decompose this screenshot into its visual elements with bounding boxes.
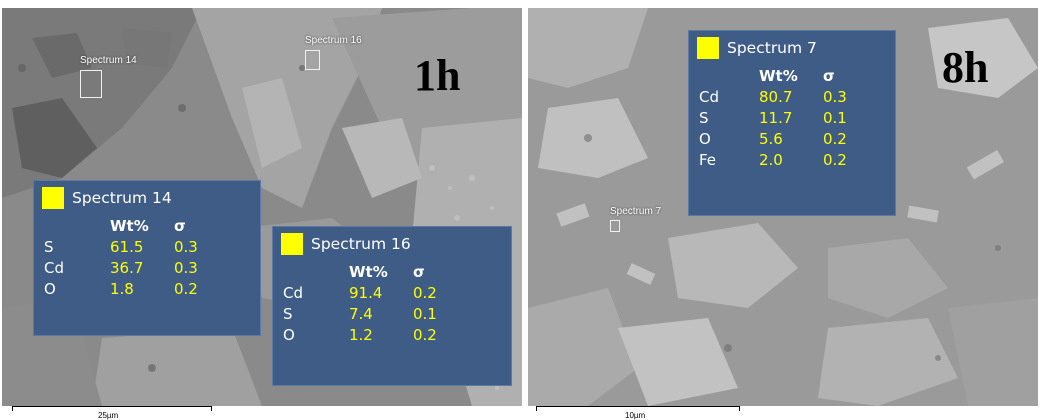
- spectrum-16-header-row: Wt% σ: [283, 261, 463, 282]
- table-row: O 5.6 0.2: [699, 128, 873, 149]
- wt-value: 11.7: [759, 108, 793, 127]
- sigma-value: 0.2: [413, 283, 437, 302]
- wt-value: 91.4: [349, 283, 383, 302]
- spectrum-14-table: Wt% σ S 61.5 0.3 Cd 36.7 0.3 O 1.8 0.2: [44, 215, 224, 299]
- wt-value: 80.7: [759, 87, 793, 106]
- sigma-value: 0.2: [413, 325, 437, 344]
- spectrum-14-header-row: Wt% σ: [44, 215, 224, 236]
- roi-box-spectrum-7: [610, 220, 620, 232]
- element: Cd: [44, 258, 64, 277]
- table-row: Cd 91.4 0.2: [283, 282, 463, 303]
- table-row: Cd 36.7 0.3: [44, 257, 224, 278]
- spectrum-7-table: Wt% σ Cd 80.7 0.3 S 11.7 0.1 O 5.6 0.2 F…: [699, 65, 873, 170]
- wt-value: 1.8: [110, 279, 134, 298]
- spectrum-7-title: Spectrum 7: [727, 39, 817, 57]
- sigma-value: 0.2: [823, 150, 847, 169]
- element: Cd: [283, 283, 303, 302]
- element: O: [283, 325, 295, 344]
- element: O: [44, 279, 56, 298]
- wt-value: 61.5: [110, 237, 144, 256]
- table-row: O 1.2 0.2: [283, 324, 463, 345]
- roi-box-spectrum-14: [80, 70, 102, 98]
- spectrum-7-header-row: Wt% σ: [699, 65, 873, 86]
- spectrum-color-swatch-icon: [697, 37, 719, 59]
- roi-label-spectrum-7: Spectrum 7: [610, 206, 662, 217]
- col-wt: Wt%: [110, 216, 149, 235]
- scale-bar-left: [12, 406, 212, 411]
- element: O: [699, 129, 711, 148]
- spectrum-14-panel: Spectrum 14 Wt% σ S 61.5 0.3 Cd 36.7 0.3…: [33, 180, 261, 336]
- spectrum-14-header: Spectrum 14: [34, 181, 260, 215]
- sigma-value: 0.3: [174, 258, 198, 277]
- col-wt: Wt%: [759, 66, 798, 85]
- wt-value: 2.0: [759, 150, 783, 169]
- spectrum-16-title: Spectrum 16: [311, 235, 411, 253]
- element: Cd: [699, 87, 719, 106]
- time-label-1h: 1h: [414, 51, 461, 100]
- table-row: S 7.4 0.1: [283, 303, 463, 324]
- table-row: Cd 80.7 0.3: [699, 86, 873, 107]
- col-sigma: σ: [174, 216, 186, 235]
- scale-label-left: 25µm: [98, 411, 119, 420]
- spectrum-7-header: Spectrum 7: [689, 31, 895, 65]
- wt-value: 7.4: [349, 304, 373, 323]
- roi-label-spectrum-16: Spectrum 16: [305, 35, 362, 46]
- roi-label-spectrum-14: Spectrum 14: [80, 55, 137, 66]
- sigma-value: 0.1: [823, 108, 847, 127]
- spectrum-16-header: Spectrum 16: [273, 227, 511, 261]
- element: S: [283, 304, 293, 323]
- table-row: S 11.7 0.1: [699, 107, 873, 128]
- wt-value: 5.6: [759, 129, 783, 148]
- col-sigma: σ: [823, 66, 835, 85]
- sigma-value: 0.1: [413, 304, 437, 323]
- table-row: S 61.5 0.3: [44, 236, 224, 257]
- spectrum-color-swatch-icon: [42, 187, 64, 209]
- spectrum-16-panel: Spectrum 16 Wt% σ Cd 91.4 0.2 S 7.4 0.1 …: [272, 226, 512, 386]
- sigma-value: 0.3: [174, 237, 198, 256]
- element: S: [699, 108, 709, 127]
- col-sigma: σ: [413, 262, 425, 281]
- table-row: O 1.8 0.2: [44, 278, 224, 299]
- scale-label-right: 10µm: [625, 411, 646, 420]
- sigma-value: 0.2: [823, 129, 847, 148]
- time-label-8h: 8h: [942, 43, 989, 92]
- spectrum-16-table: Wt% σ Cd 91.4 0.2 S 7.4 0.1 O 1.2 0.2: [283, 261, 463, 345]
- wt-value: 1.2: [349, 325, 373, 344]
- spectrum-color-swatch-icon: [281, 233, 303, 255]
- spectrum-7-panel: Spectrum 7 Wt% σ Cd 80.7 0.3 S 11.7 0.1 …: [688, 30, 896, 216]
- sigma-value: 0.3: [823, 87, 847, 106]
- element: Fe: [699, 150, 717, 169]
- wt-value: 36.7: [110, 258, 144, 277]
- roi-box-spectrum-16: [305, 50, 320, 70]
- col-wt: Wt%: [349, 262, 388, 281]
- spectrum-14-title: Spectrum 14: [72, 189, 172, 207]
- element: S: [44, 237, 54, 256]
- sigma-value: 0.2: [174, 279, 198, 298]
- table-row: Fe 2.0 0.2: [699, 149, 873, 170]
- scale-bar-right: [536, 406, 740, 411]
